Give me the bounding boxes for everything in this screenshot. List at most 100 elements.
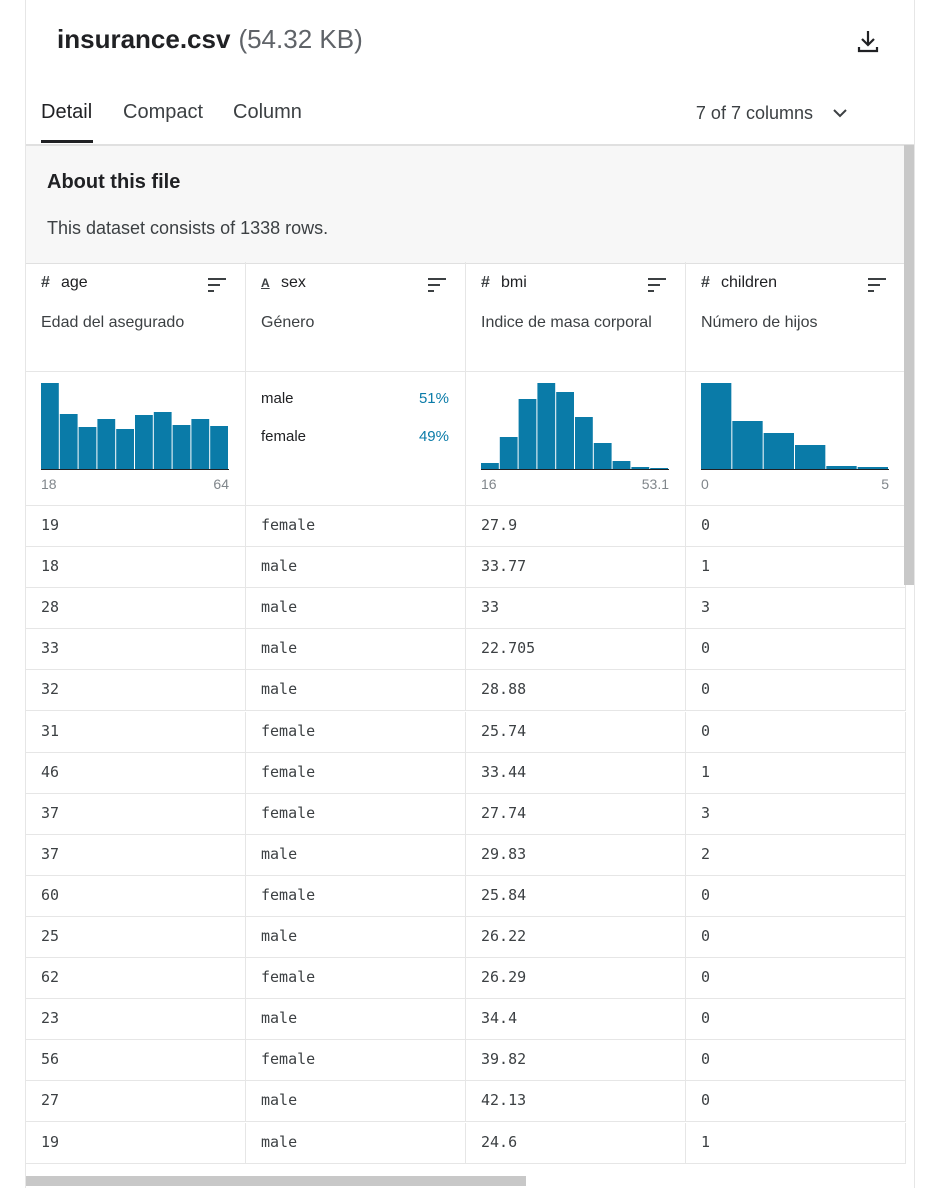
histogram-bar — [795, 445, 826, 469]
category-label: male — [261, 390, 294, 407]
table-cell — [466, 958, 686, 1000]
table-cell — [246, 999, 466, 1041]
sort-button[interactable] — [428, 277, 448, 293]
cell-value: 33 — [481, 598, 500, 617]
tab-divider — [26, 144, 914, 145]
column-name: sex — [281, 274, 306, 291]
cell-value: 0 — [701, 968, 711, 987]
cell-value: 1 — [701, 557, 711, 576]
cell-value: 33.44 — [481, 762, 527, 781]
column-summary — [466, 372, 686, 506]
histogram-min: 0 — [701, 476, 709, 492]
histogram-bar — [763, 433, 794, 469]
cell-value: 31 — [41, 721, 60, 740]
cell-value: 42.13 — [481, 1091, 527, 1110]
type-icon: # — [701, 274, 710, 291]
column-description: Edad del asegurado — [41, 314, 185, 331]
column-count[interactable]: 7 of 7 columns — [696, 103, 848, 124]
table-cell — [26, 547, 246, 589]
histogram-bar — [41, 383, 59, 469]
sort-button[interactable] — [648, 277, 668, 293]
cell-value: 0 — [701, 721, 711, 740]
table-cell — [26, 917, 246, 959]
cell-value: 1 — [701, 1132, 711, 1151]
table-cell — [686, 999, 906, 1041]
histogram-bar — [857, 467, 888, 469]
sort-button[interactable] — [208, 277, 228, 293]
table-cell — [686, 793, 906, 835]
table-cell — [686, 711, 906, 753]
cell-value: 33.77 — [481, 557, 527, 576]
histogram-bar — [575, 417, 593, 469]
cell-value: 32 — [41, 680, 60, 699]
type-icon: # — [41, 274, 50, 291]
histogram-bar — [518, 399, 537, 469]
column-description: Indice de masa corporal — [481, 314, 652, 331]
category-percent: 51% — [418, 390, 449, 407]
cell-value: 23 — [41, 1009, 60, 1028]
vertical-scrollbar[interactable] — [904, 145, 914, 585]
tab[interactable]: Column — [233, 101, 302, 123]
cell-value: 1 — [701, 762, 711, 781]
column-name: age — [61, 274, 88, 291]
histogram-max: 5 — [881, 476, 889, 492]
table-cell — [26, 752, 246, 794]
table-cell — [686, 547, 906, 589]
table-cell — [466, 629, 686, 671]
column-name: bmi — [501, 274, 527, 291]
table-cell — [686, 1122, 906, 1164]
table-cell — [686, 1040, 906, 1082]
table-cell — [466, 752, 686, 794]
cell-value: male — [261, 844, 298, 863]
table-cell — [466, 1040, 686, 1082]
table-cell — [686, 629, 906, 671]
cell-value: 2 — [701, 844, 711, 863]
table-cell — [26, 999, 246, 1041]
column-header — [26, 262, 246, 372]
download-button[interactable] — [855, 28, 881, 54]
table-cell — [26, 1081, 246, 1123]
table-cell — [686, 752, 906, 794]
column-description: Número de hijos — [701, 314, 818, 331]
about-title: About this file — [47, 171, 181, 193]
histogram-bar — [537, 383, 556, 469]
table-cell — [686, 588, 906, 630]
histogram-bar — [481, 463, 499, 469]
cell-value: 0 — [701, 1050, 711, 1069]
type-icon: A — [261, 276, 270, 290]
histogram-bar — [135, 415, 153, 469]
sort-button[interactable] — [868, 277, 888, 293]
horizontal-scrollbar[interactable] — [26, 1176, 526, 1186]
cell-value: female — [261, 762, 316, 781]
table-cell — [246, 1081, 466, 1123]
table-cell — [686, 506, 906, 548]
table-cell — [26, 1040, 246, 1082]
histogram-bar — [732, 421, 763, 469]
file-name: insurance.csv — [57, 24, 231, 54]
cell-value: 33 — [41, 639, 60, 658]
cell-value: 0 — [701, 639, 711, 658]
file-preview-card: insurance.csv (54.32 KB) 7 of 7 columns A… — [25, 0, 915, 1188]
table-cell — [26, 793, 246, 835]
table-cell — [246, 547, 466, 589]
table-cell — [686, 875, 906, 917]
cell-value: male — [261, 1091, 298, 1110]
tab[interactable]: Detail — [41, 101, 93, 123]
table-cell — [26, 875, 246, 917]
table-cell — [246, 1122, 466, 1164]
cell-value: 27.9 — [481, 516, 518, 534]
table-cell — [466, 917, 686, 959]
table-cell — [246, 834, 466, 876]
table-cell — [466, 711, 686, 753]
cell-value: male — [261, 1132, 298, 1151]
table-cell — [26, 834, 246, 876]
histogram — [41, 383, 229, 470]
tab[interactable]: Compact — [123, 101, 204, 123]
table-cell — [466, 506, 686, 548]
cell-value: 25.84 — [481, 885, 527, 904]
table-cell — [686, 670, 906, 712]
cell-value: female — [261, 968, 316, 987]
table-cell — [246, 752, 466, 794]
table-cell — [246, 875, 466, 917]
